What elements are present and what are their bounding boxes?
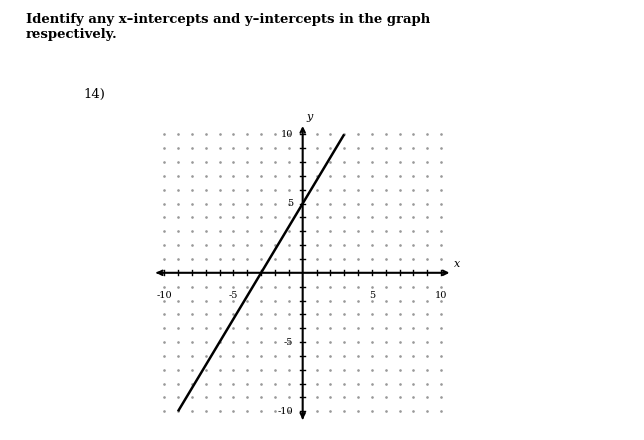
Text: -5: -5 — [229, 291, 238, 300]
Text: -5: -5 — [283, 337, 293, 347]
Text: x: x — [453, 260, 460, 269]
Text: -10: -10 — [156, 291, 172, 300]
Text: Identify any x–intercepts and y–intercepts in the graph
respectively.: Identify any x–intercepts and y–intercep… — [26, 13, 430, 41]
Text: 5: 5 — [369, 291, 375, 300]
Text: 14): 14) — [84, 88, 106, 101]
Text: 5: 5 — [287, 199, 293, 208]
Text: y: y — [307, 112, 313, 122]
Text: 10: 10 — [281, 130, 293, 139]
Text: -10: -10 — [278, 407, 293, 416]
Text: 10: 10 — [435, 291, 448, 300]
